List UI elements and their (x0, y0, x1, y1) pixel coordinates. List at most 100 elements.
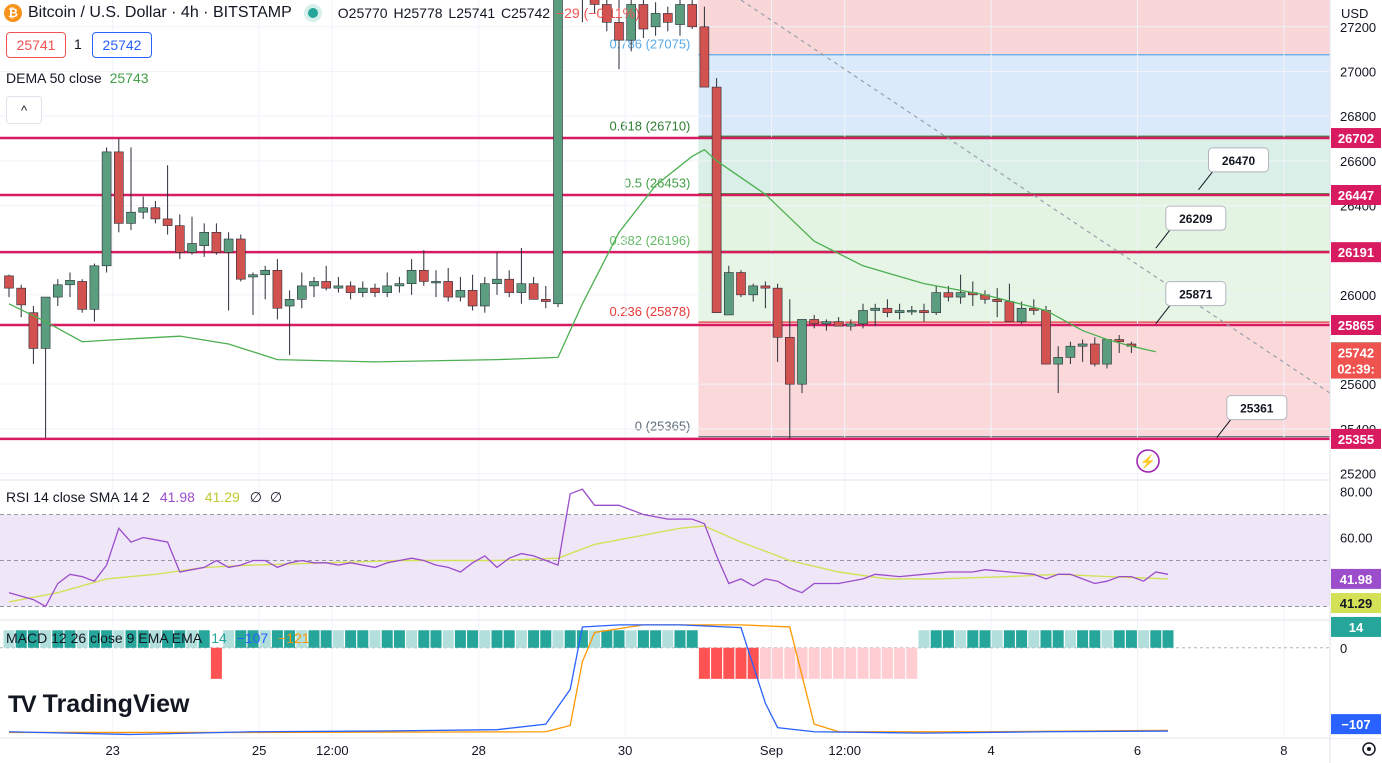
candle-body[interactable] (711, 86, 722, 314)
candle-body[interactable] (357, 287, 368, 293)
candle-body[interactable] (736, 272, 746, 296)
candle-body[interactable] (638, 4, 649, 30)
candle-body[interactable] (992, 299, 1003, 302)
price-callout[interactable] (1226, 395, 1288, 421)
candle-body[interactable] (89, 265, 100, 310)
candle-body[interactable] (1004, 301, 1015, 322)
candle-body[interactable] (748, 285, 759, 296)
candle-body[interactable] (28, 312, 39, 349)
dema-legend[interactable]: DEMA 50 close 25743 (6, 70, 149, 86)
candle-body[interactable] (138, 207, 148, 213)
candle-body[interactable] (858, 310, 868, 325)
candle-body[interactable] (675, 4, 685, 25)
candle-body[interactable] (333, 285, 344, 289)
candle-body[interactable] (1114, 339, 1124, 343)
candle-body[interactable] (626, 4, 637, 41)
candle-body[interactable] (187, 243, 197, 253)
candle-body[interactable] (370, 287, 380, 293)
candle-body[interactable] (931, 292, 942, 314)
candle-body[interactable] (455, 290, 466, 298)
candle-body[interactable] (687, 4, 698, 28)
candle-body[interactable] (504, 278, 515, 293)
settings-gear-icon[interactable] (1362, 742, 1376, 756)
candle-body[interactable] (1090, 343, 1100, 365)
candle-body[interactable] (1016, 307, 1027, 322)
candle-body[interactable] (1029, 307, 1039, 311)
candle-body[interactable] (809, 319, 820, 325)
candle-body[interactable] (126, 211, 136, 224)
candle-body[interactable] (382, 285, 393, 293)
candle-body[interactable] (1102, 339, 1112, 365)
macd-legend[interactable]: MACD 12 26 close 9 EMA EMA 14 −107 −121 (6, 630, 310, 646)
sell-price-button[interactable]: 25741 (6, 32, 66, 58)
rsi-legend[interactable]: RSI 14 close SMA 14 2 41.98 41.29 ∅ ∅ (6, 489, 282, 506)
candle-body[interactable] (199, 231, 209, 247)
candle-body[interactable] (919, 310, 929, 314)
buy-price-button[interactable]: 25742 (92, 32, 152, 58)
candle-body[interactable] (162, 218, 173, 226)
candle-body[interactable] (467, 290, 478, 307)
candle-body[interactable] (1041, 310, 1051, 365)
candle-body[interactable] (528, 283, 539, 300)
candle-body[interactable] (65, 280, 75, 286)
candle-body[interactable] (175, 225, 185, 253)
candle-body[interactable] (797, 319, 807, 385)
price-callout[interactable] (1165, 205, 1227, 231)
candle-body[interactable] (821, 321, 832, 325)
candle-body[interactable] (296, 285, 307, 300)
candle-body[interactable] (772, 287, 783, 338)
candle-body[interactable] (955, 292, 966, 298)
candle-body[interactable] (260, 269, 271, 276)
candle-body[interactable] (114, 151, 124, 224)
currency-label[interactable]: USD (1341, 6, 1369, 21)
candle-body[interactable] (760, 285, 771, 289)
candle-body[interactable] (309, 281, 319, 287)
candle-body[interactable] (40, 296, 51, 349)
candle-body[interactable] (272, 269, 283, 309)
candle-body[interactable] (906, 310, 917, 313)
candle-body[interactable] (443, 281, 454, 298)
candle-body[interactable] (431, 281, 441, 284)
candle-body[interactable] (894, 310, 905, 314)
candle-body[interactable] (345, 285, 356, 293)
candle-body[interactable] (650, 13, 661, 28)
candle-body[interactable] (284, 299, 295, 307)
candle-body[interactable] (101, 151, 112, 267)
candle-body[interactable] (479, 283, 490, 307)
candle-body[interactable] (418, 269, 429, 282)
price-callout[interactable] (1208, 147, 1269, 173)
candle-body[interactable] (601, 4, 612, 23)
candle-body[interactable] (845, 323, 856, 327)
candle-body[interactable] (1077, 343, 1088, 347)
candle-body[interactable] (223, 238, 234, 253)
candle-body[interactable] (236, 238, 246, 280)
order-quantity[interactable]: 1 (74, 36, 82, 52)
candle-body[interactable] (662, 13, 673, 23)
candle-body[interactable] (882, 307, 893, 314)
collapse-legend-button[interactable]: ^ (6, 96, 42, 124)
candle-body[interactable] (4, 275, 14, 289)
candle-body[interactable] (784, 336, 795, 385)
candle-body[interactable] (1065, 345, 1076, 358)
candle-body[interactable] (540, 299, 551, 302)
tradingview-logo[interactable]: TV TradingView (8, 690, 189, 719)
candle-body[interactable] (248, 274, 258, 278)
candle-body[interactable] (394, 283, 405, 287)
candle-body[interactable] (321, 281, 332, 289)
candle-body[interactable] (614, 22, 624, 41)
candle-body[interactable] (943, 292, 954, 298)
candle-body[interactable] (1053, 357, 1063, 365)
candle-body[interactable] (77, 281, 87, 310)
candle-body[interactable] (833, 321, 844, 327)
candle-body[interactable] (516, 283, 527, 293)
candle-body[interactable] (406, 269, 417, 284)
candle-body[interactable] (52, 284, 63, 298)
candle-body[interactable] (589, 0, 600, 5)
candle-body[interactable] (16, 287, 27, 306)
lightning-icon[interactable] (1136, 449, 1160, 473)
candle-body[interactable] (492, 278, 502, 284)
time-axis[interactable] (0, 738, 1382, 763)
symbol-title[interactable]: Bitcoin / U.S. Dollar · 4h · BITSTAMP (28, 4, 292, 21)
trendline[interactable] (740, 0, 1331, 394)
